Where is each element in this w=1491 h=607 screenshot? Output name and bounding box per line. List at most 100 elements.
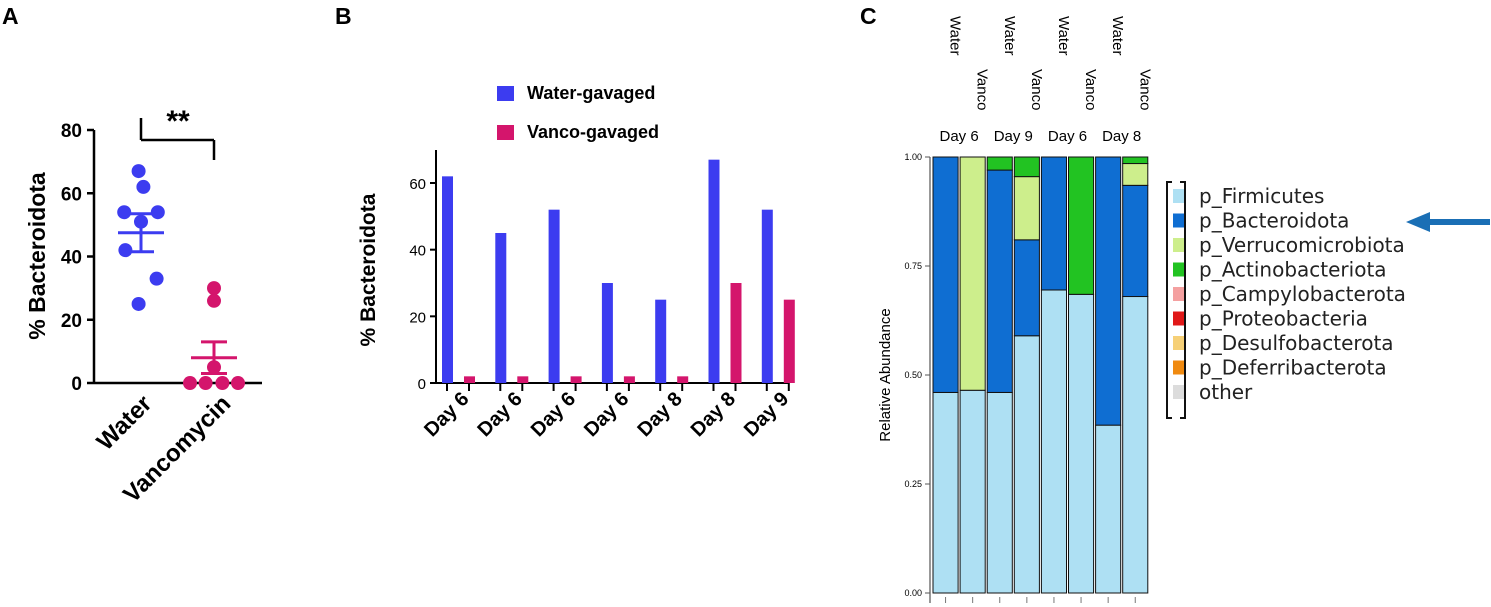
- legend-label-water-gavaged: Water-gavaged: [527, 83, 655, 103]
- panel-c-y-axis-label: Relative Abundance: [877, 308, 894, 441]
- panel-b-bar: [495, 233, 507, 383]
- panel-c-bar-segment: [959, 156, 986, 391]
- highlight-arrow-icon: [1406, 212, 1430, 232]
- panel-c-column-label: Water: [1001, 16, 1018, 55]
- legend-swatch: [1173, 287, 1184, 301]
- panel-a-data-point: [149, 271, 164, 286]
- panel-b-y-tick-label: 40: [409, 243, 426, 260]
- panel-b-bar: [783, 299, 795, 383]
- panel-a-data-point: [183, 376, 197, 390]
- panel-c-stacked-bar-chart: Water Vanco Water Vanco Water Vanco Water Vanco…: [877, 16, 1490, 603]
- legend-label: p_Proteobacteria: [1199, 307, 1368, 331]
- panel-a-data-point: [207, 293, 221, 308]
- panel-a-data-point: [117, 205, 132, 220]
- panel-b-bar: [761, 209, 773, 383]
- panel-c-column-label: Vanco: [1136, 69, 1153, 110]
- panel-c-bar-segment: [1122, 296, 1149, 594]
- panel-b-bar: [548, 209, 560, 383]
- panel-a-y-tick-label: 80: [61, 121, 82, 142]
- panel-c-bar-segment: [1095, 424, 1122, 594]
- panel-c-bar-segment: [986, 169, 1013, 393]
- legend-swatch: [1173, 213, 1184, 228]
- panel-c-column-label: Vanco: [1082, 69, 1099, 110]
- panel-c-bar-segment: [1122, 156, 1149, 165]
- panel-c-day-label: Day 8: [1102, 128, 1141, 145]
- panel-b-bar: [464, 376, 475, 383]
- panel-b-y-axis-label: % Bacteroidota: [357, 193, 380, 346]
- panel-a-data-point: [198, 376, 213, 390]
- panel-b-bar: [708, 159, 720, 383]
- panel-a-significance-bracket: [139, 118, 216, 160]
- panel-b-bar: [570, 376, 582, 383]
- panel-b-x-tick-label: Day 6: [580, 388, 633, 441]
- legend-label: p_Firmicutes: [1199, 184, 1324, 208]
- panel-c-day-label: Day 9: [994, 128, 1033, 145]
- panel-a-data-point: [131, 296, 146, 311]
- panel-b-x-tick-label: Day 8: [633, 388, 686, 441]
- panel-c-bar-segment: [1040, 156, 1068, 291]
- panel-b-y-tick-label: 0: [418, 376, 426, 393]
- panel-c-bar-segment: [1013, 156, 1040, 178]
- panel-c-bar-segment: [986, 391, 1013, 594]
- legend-swatch: [1173, 385, 1184, 399]
- panel-c-bar-segment: [1068, 156, 1095, 295]
- panel-a-data-point: [136, 179, 151, 194]
- panel-a-y-tick-label: 40: [61, 248, 82, 269]
- panel-b-x-tick-label: Day 6: [474, 388, 527, 441]
- panel-a-y-tick-label: 0: [71, 374, 82, 395]
- panel-c-bar-segment: [932, 391, 959, 594]
- legend-swatch: [1173, 360, 1184, 375]
- panel-c-y-tick-label: 0.75: [904, 261, 922, 271]
- panel-c-y-tick-label: 0.50: [904, 370, 922, 380]
- panel-b-y-tick-label: 60: [409, 176, 426, 193]
- legend-swatch: [1173, 238, 1184, 252]
- panel-b-x-tick-label: Day 9: [740, 388, 793, 441]
- panel-a-significance-stars: **: [166, 105, 190, 138]
- panel-c-y-tick-label: 1.00: [904, 152, 922, 162]
- legend-label: p_Campylobacterota: [1199, 282, 1406, 306]
- panel-c-bar-segment: [959, 389, 986, 594]
- legend-label: p_Bacteroidota: [1199, 209, 1349, 233]
- legend-swatch: [1173, 311, 1184, 326]
- legend-swatch-vanco-gavaged: [497, 125, 514, 140]
- panel-b-y-tick-label: 20: [409, 309, 426, 326]
- panel-b-bar: [655, 299, 667, 383]
- panel-c-bar-segment: [986, 156, 1013, 171]
- panel-b-bar: [730, 283, 742, 383]
- legend-bracket-left: [1166, 181, 1172, 419]
- panel-b-bar: [623, 376, 635, 383]
- panel-a-y-axis-label: % Bacteroidota: [24, 172, 50, 340]
- panel-c-bar-segment: [1122, 184, 1149, 298]
- panel-b-x-tick-label: Day 6: [420, 388, 473, 441]
- panel-c-bar-segment: [1013, 335, 1040, 594]
- panel-c-bar-segment: [1122, 163, 1149, 186]
- legend-swatch: [1173, 262, 1184, 277]
- panel-a-data-point: [150, 205, 165, 220]
- legend-label: p_Verrucomicrobiota: [1199, 233, 1405, 257]
- panel-a-data-point: [118, 243, 133, 258]
- panel-c-column-label: Vanco: [1028, 69, 1045, 110]
- legend-label-vanco-gavaged: Vanco-gavaged: [527, 122, 659, 142]
- panel-b-x-tick-label: Day 6: [527, 388, 580, 441]
- panel-a-x-tick-water: Water: [92, 390, 158, 456]
- legend-label: p_Deferribacterota: [1199, 356, 1387, 380]
- panel-b-bar: [442, 176, 453, 383]
- panel-c-column-label: Vanco: [974, 69, 991, 110]
- panel-a-y-tick-label: 20: [61, 311, 82, 332]
- legend-label: p_Desulfobacterota: [1199, 331, 1394, 355]
- panel-a-data-point: [131, 164, 146, 179]
- panel-c-bar-segment: [1040, 289, 1068, 594]
- panel-c-y-tick-label: 0.25: [904, 479, 922, 489]
- panel-c-letter: C: [860, 3, 877, 29]
- legend-swatch-water-gavaged: [497, 86, 514, 101]
- panel-c-column-label: Water: [1109, 16, 1126, 55]
- panel-b-letter: B: [335, 3, 352, 29]
- panel-c-bar-segment: [1095, 156, 1122, 426]
- panel-a-data-point: [231, 376, 245, 390]
- panel-b-bar: [517, 376, 529, 383]
- legend-label: other: [1199, 380, 1253, 404]
- panel-c-column-label: Water: [1055, 16, 1072, 55]
